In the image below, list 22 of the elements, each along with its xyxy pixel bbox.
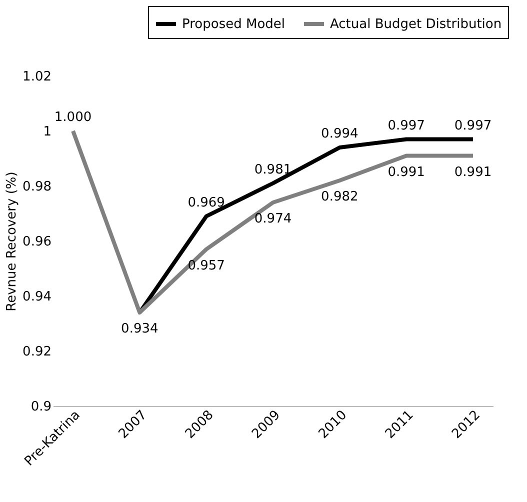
data-label: 0.934	[121, 322, 158, 336]
data-label: 0.994	[321, 126, 358, 142]
data-label: 0.997	[388, 118, 425, 134]
data-label: 0.997	[454, 118, 492, 134]
y-tick-label: 0.92	[22, 344, 52, 360]
y-tick-label: 0.96	[22, 234, 52, 250]
legend-label: Proposed Model	[182, 17, 286, 32]
y-tick-label: 1.02	[22, 70, 52, 84]
y-tick-label: 0.94	[22, 290, 52, 304]
data-label: 0.957	[188, 258, 225, 274]
data-label: 0.991	[388, 164, 425, 180]
y-tick-label: 1	[43, 124, 52, 140]
y-tick-label: 0.9	[30, 400, 52, 414]
data-label: 0.974	[254, 212, 292, 226]
y-tick-label: 0.98	[22, 180, 52, 194]
data-label: 1.000	[54, 110, 92, 125]
legend-label: Actual Budget Distribution	[330, 17, 502, 32]
data-label: 0.982	[321, 190, 358, 204]
y-axis-title: Revnue Recovery (%)	[4, 172, 20, 312]
data-label: 0.991	[454, 164, 492, 180]
data-label: 0.981	[254, 162, 292, 178]
data-label: 0.969	[188, 195, 225, 210]
